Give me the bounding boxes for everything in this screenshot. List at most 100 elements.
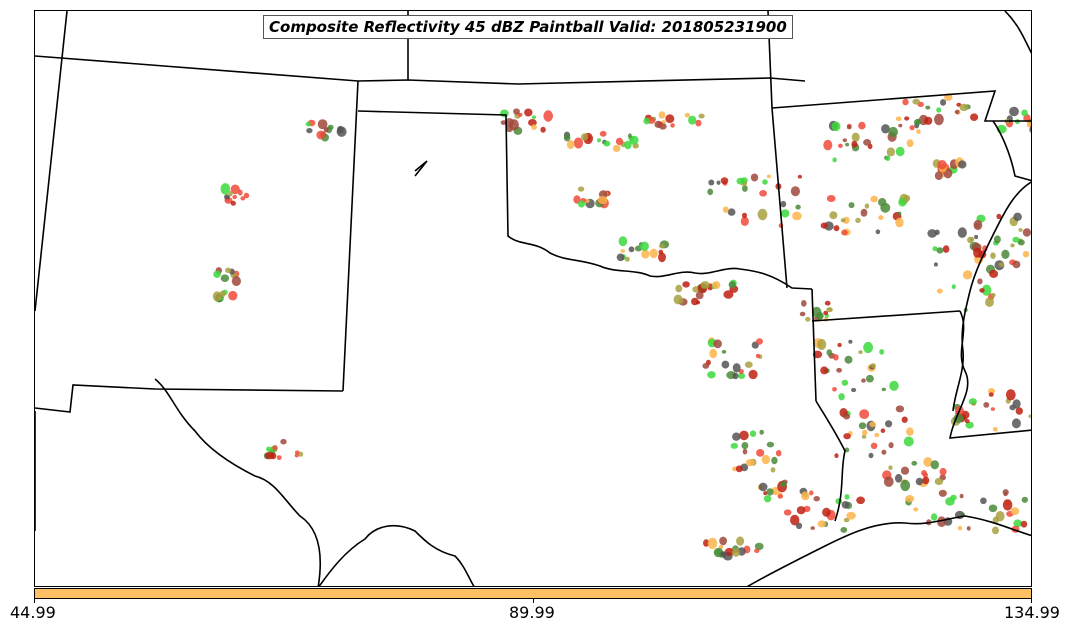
boundary-co-north (35, 55, 806, 85)
storm-cell (531, 124, 537, 130)
storm-cell (573, 195, 581, 204)
storm-cell (870, 363, 876, 369)
storm-cell (801, 300, 807, 307)
storm-cell (577, 186, 585, 192)
storm-cell (212, 291, 222, 302)
storm-cell (933, 262, 938, 267)
storm-cell (843, 433, 851, 440)
storm-cell (838, 143, 843, 148)
storm-cell (868, 452, 874, 459)
storm-cell (783, 509, 792, 516)
storm-cell (1003, 492, 1008, 497)
storm-cell (799, 311, 806, 317)
storm-cell (885, 155, 891, 161)
storm-cell (732, 548, 740, 557)
storm-cell (770, 467, 776, 473)
storm-cell (895, 217, 904, 228)
storm-cell (796, 506, 806, 515)
storm-cell (658, 252, 666, 263)
storm-cell (878, 198, 887, 207)
storm-cell (659, 243, 665, 249)
storm-cell (237, 189, 243, 196)
storm-cell (824, 300, 831, 306)
storm-cell (980, 497, 987, 505)
storm-cell (742, 212, 747, 219)
storm-cell (742, 448, 748, 455)
boundary-co-east (342, 80, 359, 392)
storm-cell (720, 551, 727, 557)
map-frame (34, 10, 1032, 587)
storm-cell (837, 342, 842, 348)
storm-cell (901, 416, 908, 423)
storm-cell (902, 98, 909, 106)
storm-cell (703, 539, 710, 547)
storm-cell (964, 419, 970, 424)
storm-cell (695, 119, 702, 127)
storm-cell (763, 495, 772, 503)
storm-cell (500, 109, 509, 118)
storm-cell (336, 126, 347, 137)
storm-cell (305, 121, 311, 127)
boundary-east-edge (1004, 11, 1031, 54)
storm-cell (801, 491, 810, 501)
boundary-ar-south (811, 310, 961, 322)
boundary-ar-north (771, 90, 1031, 122)
storm-cell (755, 353, 761, 359)
storm-cell (945, 497, 955, 506)
storm-cell (934, 113, 944, 126)
storm-cell (1013, 519, 1022, 528)
storm-cell (1010, 507, 1020, 516)
storm-cell (858, 121, 866, 130)
storm-cell (988, 504, 998, 513)
storm-cell (869, 421, 876, 428)
storm-cell (988, 392, 994, 397)
storm-cell (888, 442, 894, 449)
storm-cell (870, 195, 878, 203)
storm-cell (940, 99, 947, 106)
storm-cell (524, 108, 533, 117)
storm-cell (912, 98, 920, 105)
storm-cell (861, 434, 867, 439)
storm-cell (766, 174, 772, 179)
storm-cell (846, 511, 856, 520)
storm-cell (826, 307, 833, 313)
storm-cell (628, 246, 635, 253)
storm-cell (991, 292, 996, 298)
storm-cell (272, 445, 278, 451)
storm-cell (977, 278, 983, 285)
storm-cell (742, 185, 748, 192)
storm-cell (1012, 236, 1020, 243)
storm-cell (820, 222, 828, 229)
storm-cell (724, 547, 734, 556)
storm-cell (228, 191, 233, 197)
boundary-tx-la (815, 400, 846, 522)
storm-cell (834, 453, 839, 459)
storm-cell (924, 116, 933, 125)
storm-cell (851, 132, 860, 142)
storm-cell (615, 137, 624, 146)
storm-cell (540, 126, 546, 133)
storm-cell (230, 200, 236, 206)
storm-cell (732, 432, 741, 441)
storm-cell (700, 281, 710, 289)
storm-cell (732, 363, 741, 373)
storm-cell (992, 526, 999, 535)
boundary-ms-river (952, 181, 1031, 412)
storm-cell (1022, 250, 1030, 258)
storm-cell (790, 514, 800, 526)
storm-cell (934, 477, 944, 486)
storm-cell (895, 146, 905, 157)
storm-cell (625, 256, 630, 262)
storm-cell (213, 270, 221, 278)
boundary-ok-east (771, 107, 788, 289)
storm-cell (1015, 407, 1023, 415)
storm-cell (881, 124, 890, 134)
storm-cell (874, 432, 880, 438)
storm-cell (844, 494, 850, 500)
storm-cell (599, 130, 607, 137)
storm-cell (823, 139, 833, 151)
storm-cell (675, 284, 683, 293)
storm-cell (832, 157, 837, 163)
storm-cell (913, 119, 922, 126)
storm-cell (790, 186, 801, 197)
